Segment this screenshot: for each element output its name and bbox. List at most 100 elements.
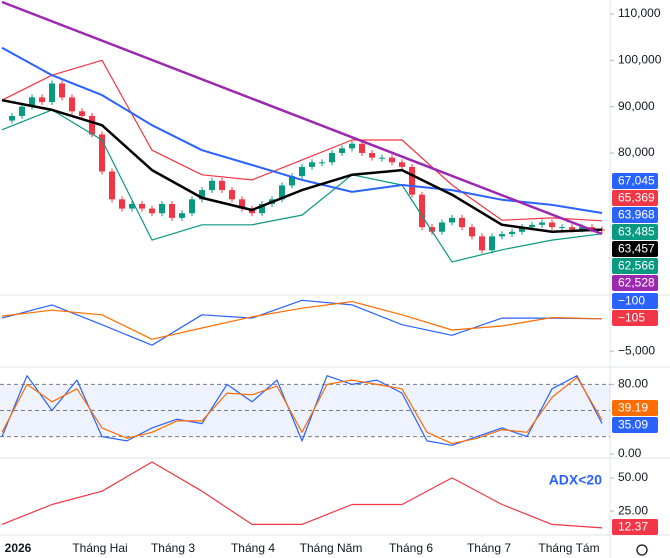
candle bbox=[29, 97, 35, 107]
price-badge bbox=[612, 417, 658, 433]
x-tick-label: Tháng 4 bbox=[231, 541, 275, 555]
y-tick-label: 90,000 bbox=[618, 99, 655, 113]
candle bbox=[59, 83, 65, 98]
candle bbox=[219, 180, 225, 191]
candle bbox=[449, 217, 455, 223]
candle bbox=[409, 166, 415, 195]
annotation: ADX<20 bbox=[549, 472, 603, 488]
candle bbox=[199, 190, 205, 200]
candle bbox=[239, 199, 245, 209]
candle bbox=[529, 224, 535, 228]
candle bbox=[579, 227, 585, 230]
series-line bbox=[1, 98, 603, 234]
price-badge bbox=[612, 275, 658, 291]
candle bbox=[589, 227, 595, 230]
price-badge bbox=[612, 519, 658, 535]
candle bbox=[549, 222, 555, 228]
candle bbox=[289, 176, 295, 186]
candle bbox=[439, 222, 445, 232]
candle bbox=[499, 234, 505, 237]
badge-label: 62,528 bbox=[618, 276, 655, 290]
candle bbox=[149, 208, 155, 214]
series-line bbox=[1, 375, 603, 446]
candle bbox=[79, 111, 85, 116]
series-line bbox=[1, 299, 603, 346]
badge-label: −100 bbox=[618, 294, 645, 308]
price-badge bbox=[612, 224, 658, 240]
candle bbox=[159, 203, 165, 214]
candle bbox=[559, 227, 565, 229]
x-tick-label: Tháng Tám bbox=[538, 541, 599, 555]
series-line bbox=[1, 0, 603, 236]
price-badge bbox=[612, 241, 658, 257]
badge-label: 62,566 bbox=[618, 259, 655, 273]
badge-label: 39.19 bbox=[618, 401, 648, 415]
candle bbox=[339, 148, 345, 153]
x-tick-label: Tháng 7 bbox=[467, 541, 511, 555]
candle bbox=[349, 143, 355, 149]
candle bbox=[399, 162, 405, 167]
candle bbox=[429, 227, 435, 232]
price-badge bbox=[612, 173, 658, 189]
x-tick-label: 2026 bbox=[5, 541, 32, 555]
x-tick-label: Tháng 6 bbox=[389, 541, 433, 555]
candle bbox=[539, 222, 545, 225]
price-badge bbox=[612, 190, 658, 206]
series-line bbox=[1, 301, 603, 340]
series-line bbox=[1, 376, 603, 445]
candle bbox=[109, 171, 115, 200]
badge-label: −105 bbox=[618, 311, 645, 325]
badge-label: 63,968 bbox=[618, 208, 655, 222]
settings-icon[interactable] bbox=[636, 544, 648, 556]
y-tick-label: 25.00 bbox=[618, 503, 648, 517]
price-badge bbox=[612, 310, 658, 326]
series-line bbox=[1, 59, 603, 222]
candle bbox=[229, 190, 235, 200]
candle bbox=[389, 157, 395, 163]
candle bbox=[319, 162, 325, 164]
candle bbox=[69, 97, 75, 112]
badge-label: 12.37 bbox=[618, 520, 648, 534]
y-tick-label: 80.00 bbox=[618, 377, 648, 391]
y-tick-label: 0.00 bbox=[618, 446, 642, 460]
x-tick-label: Tháng 3 bbox=[151, 541, 195, 555]
badge-label: 63,457 bbox=[618, 242, 655, 256]
price-badge bbox=[612, 258, 658, 274]
candle bbox=[519, 227, 525, 232]
candle bbox=[329, 152, 335, 163]
candle bbox=[179, 213, 185, 218]
candle bbox=[259, 203, 265, 214]
candle bbox=[189, 199, 195, 214]
candle bbox=[509, 231, 515, 235]
candle bbox=[479, 236, 485, 251]
candle bbox=[299, 166, 305, 177]
candle bbox=[419, 194, 425, 228]
candle bbox=[209, 180, 215, 191]
candle bbox=[39, 97, 45, 103]
y-tick-label: −5,000 bbox=[618, 343, 655, 357]
badge-label: 65,369 bbox=[618, 191, 655, 205]
candle bbox=[49, 83, 55, 103]
series-line bbox=[1, 461, 603, 529]
candle bbox=[359, 143, 365, 153]
badge-label: 67,045 bbox=[618, 174, 655, 188]
candle bbox=[9, 115, 15, 121]
candle bbox=[569, 227, 575, 230]
badge-label: 63,485 bbox=[618, 225, 655, 239]
candle bbox=[129, 203, 135, 209]
candle bbox=[19, 106, 25, 116]
candle bbox=[89, 115, 95, 135]
candle bbox=[309, 162, 315, 167]
series-line bbox=[1, 46, 603, 214]
y-tick-label: 80,000 bbox=[618, 145, 655, 159]
candle bbox=[99, 134, 105, 172]
candle bbox=[139, 203, 145, 209]
x-tick-label: Tháng Năm bbox=[300, 541, 363, 555]
candle bbox=[369, 152, 375, 158]
x-tick-label: Tháng Hai bbox=[72, 541, 127, 555]
badge-label: 35.09 bbox=[618, 418, 648, 432]
price-badge bbox=[612, 293, 658, 309]
series-line bbox=[1, 109, 603, 263]
price-badge bbox=[612, 400, 658, 416]
